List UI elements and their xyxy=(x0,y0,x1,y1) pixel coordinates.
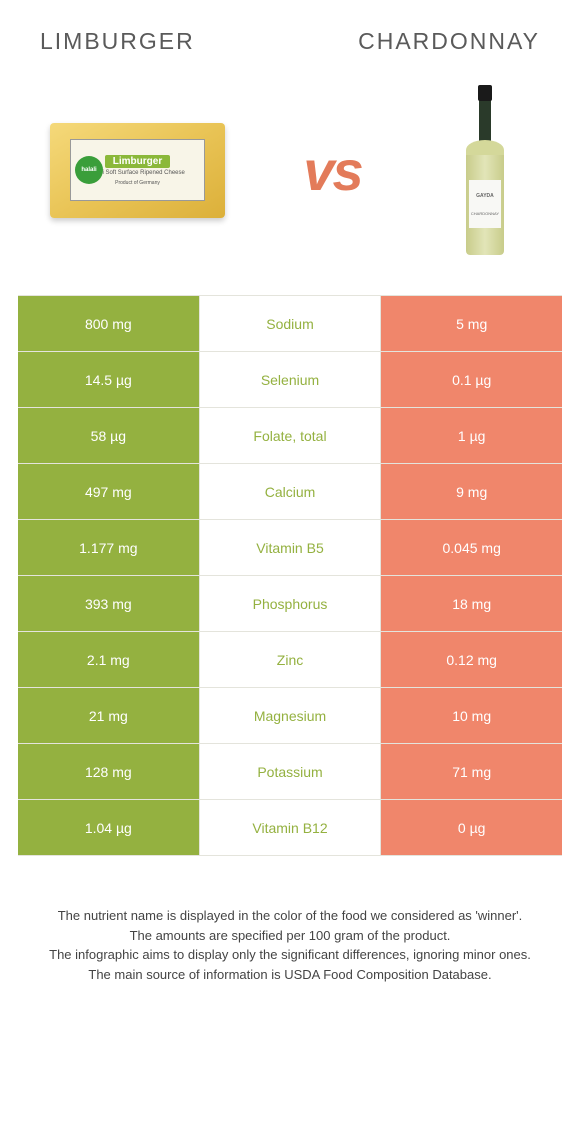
footer-line: The nutrient name is displayed in the co… xyxy=(28,906,552,926)
chardonnay-image: GAYDA CHARDONNAY xyxy=(440,85,530,255)
nutrient-table: 800 mgSodium5 mg14.5 µgSelenium0.1 µg58 … xyxy=(18,295,562,856)
nutrient-name-cell: Phosphorus xyxy=(200,576,381,631)
right-value-cell: 0.045 mg xyxy=(380,520,562,575)
cheese-sub2: Product of Germany xyxy=(115,180,160,186)
nutrient-name-cell: Selenium xyxy=(200,352,381,407)
table-row: 128 mgPotassium71 mg xyxy=(18,744,562,800)
left-value-cell: 2.1 mg xyxy=(18,632,200,687)
left-value-cell: 800 mg xyxy=(18,296,200,351)
table-row: 58 µgFolate, total1 µg xyxy=(18,408,562,464)
right-value-cell: 18 mg xyxy=(380,576,562,631)
right-value-cell: 5 mg xyxy=(380,296,562,351)
nutrient-name-cell: Calcium xyxy=(200,464,381,519)
table-row: 1.177 mgVitamin B50.045 mg xyxy=(18,520,562,576)
nutrient-name-cell: Vitamin B12 xyxy=(200,800,381,855)
nutrient-name-cell: Sodium xyxy=(200,296,381,351)
table-row: 800 mgSodium5 mg xyxy=(18,296,562,352)
table-row: 14.5 µgSelenium0.1 µg xyxy=(18,352,562,408)
nutrient-name-cell: Zinc xyxy=(200,632,381,687)
nutrient-name-cell: Vitamin B5 xyxy=(200,520,381,575)
right-value-cell: 10 mg xyxy=(380,688,562,743)
left-value-cell: 14.5 µg xyxy=(18,352,200,407)
header: Limburger Chardonnay xyxy=(0,0,580,73)
cheese-label: halali Limburger Semi Soft Surface Ripen… xyxy=(70,139,205,201)
cheese-sub1: Semi Soft Surface Ripened Cheese xyxy=(90,170,185,176)
nutrient-name-cell: Potassium xyxy=(200,744,381,799)
left-value-cell: 128 mg xyxy=(18,744,200,799)
left-value-cell: 21 mg xyxy=(18,688,200,743)
table-row: 497 mgCalcium9 mg xyxy=(18,464,562,520)
right-value-cell: 1 µg xyxy=(380,408,562,463)
left-value-cell: 393 mg xyxy=(18,576,200,631)
limburger-image: halali Limburger Semi Soft Surface Ripen… xyxy=(50,123,225,218)
right-value-cell: 0.1 µg xyxy=(380,352,562,407)
right-value-cell: 71 mg xyxy=(380,744,562,799)
table-row: 393 mgPhosphorus18 mg xyxy=(18,576,562,632)
right-value-cell: 0 µg xyxy=(380,800,562,855)
cheese-badge: halali xyxy=(75,156,103,184)
table-row: 1.04 µgVitamin B120 µg xyxy=(18,800,562,856)
images-row: halali Limburger Semi Soft Surface Ripen… xyxy=(0,73,580,285)
left-value-cell: 497 mg xyxy=(18,464,200,519)
nutrient-name-cell: Magnesium xyxy=(200,688,381,743)
nutrient-name-cell: Folate, total xyxy=(200,408,381,463)
left-value-cell: 1.04 µg xyxy=(18,800,200,855)
footer-line: The amounts are specified per 100 gram o… xyxy=(28,926,552,946)
footer-notes: The nutrient name is displayed in the co… xyxy=(28,906,552,984)
bottle-label: GAYDA CHARDONNAY xyxy=(469,180,501,228)
right-title: Chardonnay xyxy=(358,28,540,55)
left-title: Limburger xyxy=(40,28,195,55)
cheese-brand: Limburger xyxy=(105,155,170,168)
table-row: 2.1 mgZinc0.12 mg xyxy=(18,632,562,688)
right-value-cell: 9 mg xyxy=(380,464,562,519)
footer-line: The infographic aims to display only the… xyxy=(28,945,552,965)
right-value-cell: 0.12 mg xyxy=(380,632,562,687)
footer-line: The main source of information is USDA F… xyxy=(28,965,552,985)
table-row: 21 mgMagnesium10 mg xyxy=(18,688,562,744)
left-value-cell: 1.177 mg xyxy=(18,520,200,575)
vs-label: vs xyxy=(303,138,361,203)
left-value-cell: 58 µg xyxy=(18,408,200,463)
